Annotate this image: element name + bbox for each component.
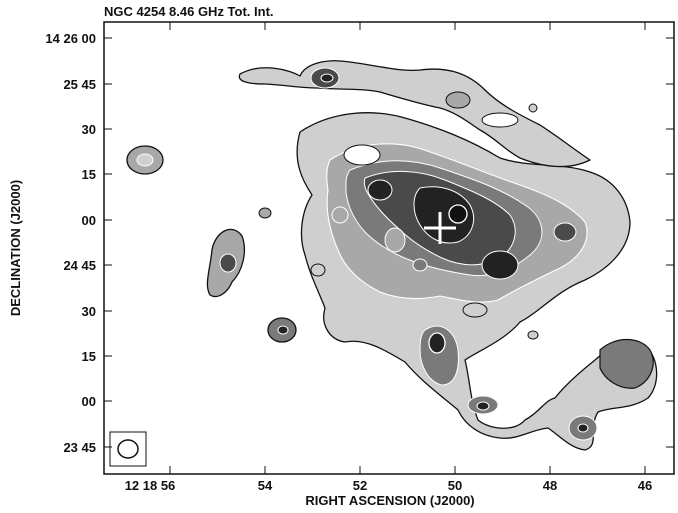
x-axis-title: RIGHT ASCENSION (J2000) <box>305 493 474 508</box>
y-axis-title: DECLINATION (J2000) <box>8 180 23 316</box>
ra-tick-label: 48 <box>543 478 557 493</box>
upper-arm-hole <box>481 112 519 128</box>
south-spur-peak <box>428 332 446 354</box>
dec-tick-label: 24 45 <box>63 258 96 273</box>
ra-tick-label: 12 18 56 <box>125 478 176 493</box>
contour-map <box>126 60 658 451</box>
dec-tick-label: 00 <box>82 394 96 409</box>
ra-tick-label: 52 <box>353 478 367 493</box>
ra-tick-label: 46 <box>638 478 652 493</box>
hole-3 <box>412 258 428 272</box>
hole-4 <box>553 222 577 242</box>
upper-arm-blob <box>445 91 471 109</box>
source-south-west-peak <box>277 325 289 335</box>
hole-5 <box>310 263 326 277</box>
source-mid-west-peak <box>219 253 237 273</box>
ra-tick-label: 54 <box>258 478 273 493</box>
source-small-2 <box>528 103 538 113</box>
core-peak <box>448 204 468 224</box>
dec-tick-label: 15 <box>82 349 96 364</box>
dec-tick-label: 23 45 <box>63 440 96 455</box>
core-knot-south <box>481 250 519 280</box>
east-lobe <box>599 338 654 389</box>
plot-title: NGC 4254 8.46 GHz Tot. Int. <box>104 4 274 19</box>
beam-indicator <box>109 431 147 467</box>
source-small-1 <box>258 207 272 219</box>
source-west-peak <box>136 153 154 167</box>
dec-tick-label: 30 <box>82 122 96 137</box>
dec-tick-labels: 14 26 00 25 45 30 15 00 24 45 30 15 00 2… <box>45 31 96 455</box>
lower-knot-a-peak <box>476 401 490 411</box>
core-knot-east <box>367 179 393 201</box>
lower-knot-b-peak <box>577 423 589 433</box>
axis-ticks <box>104 22 674 474</box>
dec-tick-label: 30 <box>82 304 96 319</box>
source-small-3 <box>527 330 539 340</box>
hole-2 <box>331 206 349 224</box>
upper-arm-knot-peak <box>320 73 334 83</box>
hole-7 <box>462 302 488 318</box>
dec-tick-label: 15 <box>82 167 96 182</box>
ra-tick-label: 50 <box>448 478 462 493</box>
hole-1 <box>384 227 406 253</box>
ra-tick-labels: 12 18 56 54 52 50 48 46 <box>125 478 653 493</box>
dec-tick-label: 14 26 00 <box>45 31 96 46</box>
hole-6 <box>343 144 381 166</box>
dec-tick-label: 25 45 <box>63 77 96 92</box>
nucleus-cross-marker <box>424 212 456 244</box>
dec-tick-label: 00 <box>82 213 96 228</box>
